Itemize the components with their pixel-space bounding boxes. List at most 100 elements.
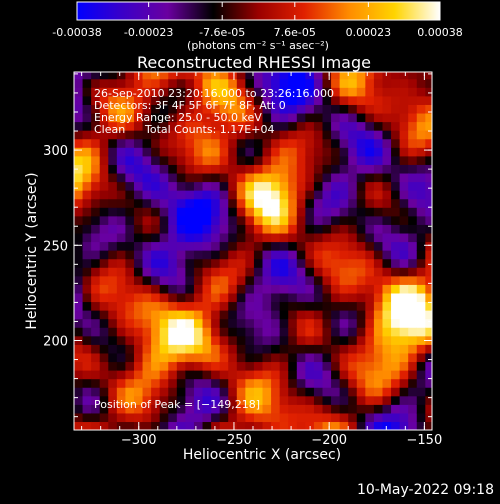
heatmap-cell (151, 164, 161, 174)
heatmap-cell (245, 190, 255, 200)
heatmap-cell (288, 164, 298, 174)
heatmap-cell (382, 181, 392, 191)
heatmap-cell (202, 335, 212, 345)
heatmap-cell (331, 395, 341, 405)
heatmap-cell (99, 232, 109, 243)
heatmap-cell (82, 378, 92, 388)
heatmap-cell (245, 215, 255, 225)
heatmap-cell (211, 412, 221, 423)
heatmap-cell (125, 378, 135, 388)
heatmap-cell (382, 292, 392, 303)
heatmap-cell (82, 267, 92, 277)
heatmap-cell (288, 138, 298, 148)
heatmap-cell (219, 267, 229, 277)
heatmap-cell (168, 147, 178, 157)
heatmap-cell (74, 207, 84, 217)
heatmap-cell (91, 404, 101, 414)
heatmap-cell (168, 87, 178, 97)
heatmap-cell (82, 387, 92, 397)
heatmap-cell (142, 241, 152, 251)
heatmap-cell (82, 121, 92, 131)
heatmap-cell (305, 327, 315, 337)
heatmap-cell (219, 232, 229, 243)
heatmap-cell (176, 412, 186, 423)
heatmap-cell (322, 138, 332, 148)
heatmap-cell (391, 138, 401, 148)
heatmap-cell (296, 224, 306, 234)
heatmap-cell (108, 327, 118, 337)
heatmap-cell (408, 241, 418, 251)
heatmap-cell (391, 318, 401, 328)
heatmap-cell (236, 87, 246, 97)
heatmap-cell (74, 327, 84, 337)
heatmap-cell (279, 121, 289, 131)
heatmap-cell (322, 292, 332, 303)
heatmap-cell (365, 412, 375, 423)
heatmap-cell (339, 344, 349, 354)
heatmap-cell (228, 87, 238, 97)
heatmap-cell (211, 181, 221, 191)
heatmap-cell (365, 378, 375, 388)
heatmap-cell (168, 250, 178, 260)
heatmap-cell (236, 95, 246, 105)
heatmap-cell (305, 258, 315, 268)
heatmap-cell (365, 130, 375, 140)
heatmap-cell (185, 370, 195, 380)
heatmap-cell (391, 370, 401, 380)
heatmap-cell (151, 224, 161, 234)
heatmap-cell (296, 370, 306, 380)
heatmap-cell (125, 310, 135, 320)
heatmap-cell (391, 250, 401, 260)
heatmap-cell (91, 352, 101, 363)
heatmap-cell (91, 344, 101, 354)
heatmap-cell (253, 181, 264, 191)
heatmap-cell (193, 224, 204, 234)
heatmap-cell (416, 335, 426, 345)
heatmap-cell (99, 335, 109, 345)
heatmap-cell (322, 215, 332, 225)
heatmap-cell (262, 215, 272, 225)
heatmap-cell (142, 112, 152, 123)
heatmap-cell (125, 104, 135, 114)
heatmap-cell (425, 112, 432, 123)
heatmap-cell (288, 121, 298, 131)
heatmap-cell (408, 155, 418, 165)
heatmap-cell (193, 352, 204, 363)
heatmap-cell (91, 292, 101, 303)
heatmap-cell (305, 198, 315, 208)
heatmap-cell (211, 378, 221, 388)
heatmap-cell (348, 95, 358, 105)
heatmap-cell (416, 250, 426, 260)
heatmap-cell (228, 155, 238, 165)
heatmap-cell (382, 224, 392, 234)
heatmap-cell (365, 250, 375, 260)
heatmap-cell (116, 190, 127, 200)
heatmap-cell (193, 378, 204, 388)
heatmap-cell (82, 412, 92, 423)
heatmap-cell (399, 121, 409, 131)
heatmap-cell (348, 310, 358, 320)
heatmap-cell (408, 207, 418, 217)
heatmap-cell (91, 267, 101, 277)
heatmap-cell (373, 412, 384, 423)
heatmap-cell (399, 344, 409, 354)
heatmap-cell (99, 361, 109, 371)
heatmap-cell (91, 112, 101, 123)
heatmap-cell (365, 318, 375, 328)
heatmap-cell (202, 378, 212, 388)
heatmap-cell (391, 198, 401, 208)
heatmap-cell (168, 172, 178, 183)
heatmap-cell (82, 232, 92, 243)
heatmap-cell (82, 284, 92, 294)
heatmap-cell (382, 138, 392, 148)
heatmap-cell (176, 95, 186, 105)
heatmap-cell (425, 352, 432, 363)
heatmap-cell (211, 241, 221, 251)
heatmap-cell (271, 284, 281, 294)
heatmap-cell (193, 395, 204, 405)
heatmap-cell (322, 95, 332, 105)
heatmap-cell (348, 370, 358, 380)
heatmap-cell (382, 387, 392, 397)
heatmap-cell (356, 258, 366, 268)
heatmap-cell (133, 404, 144, 414)
